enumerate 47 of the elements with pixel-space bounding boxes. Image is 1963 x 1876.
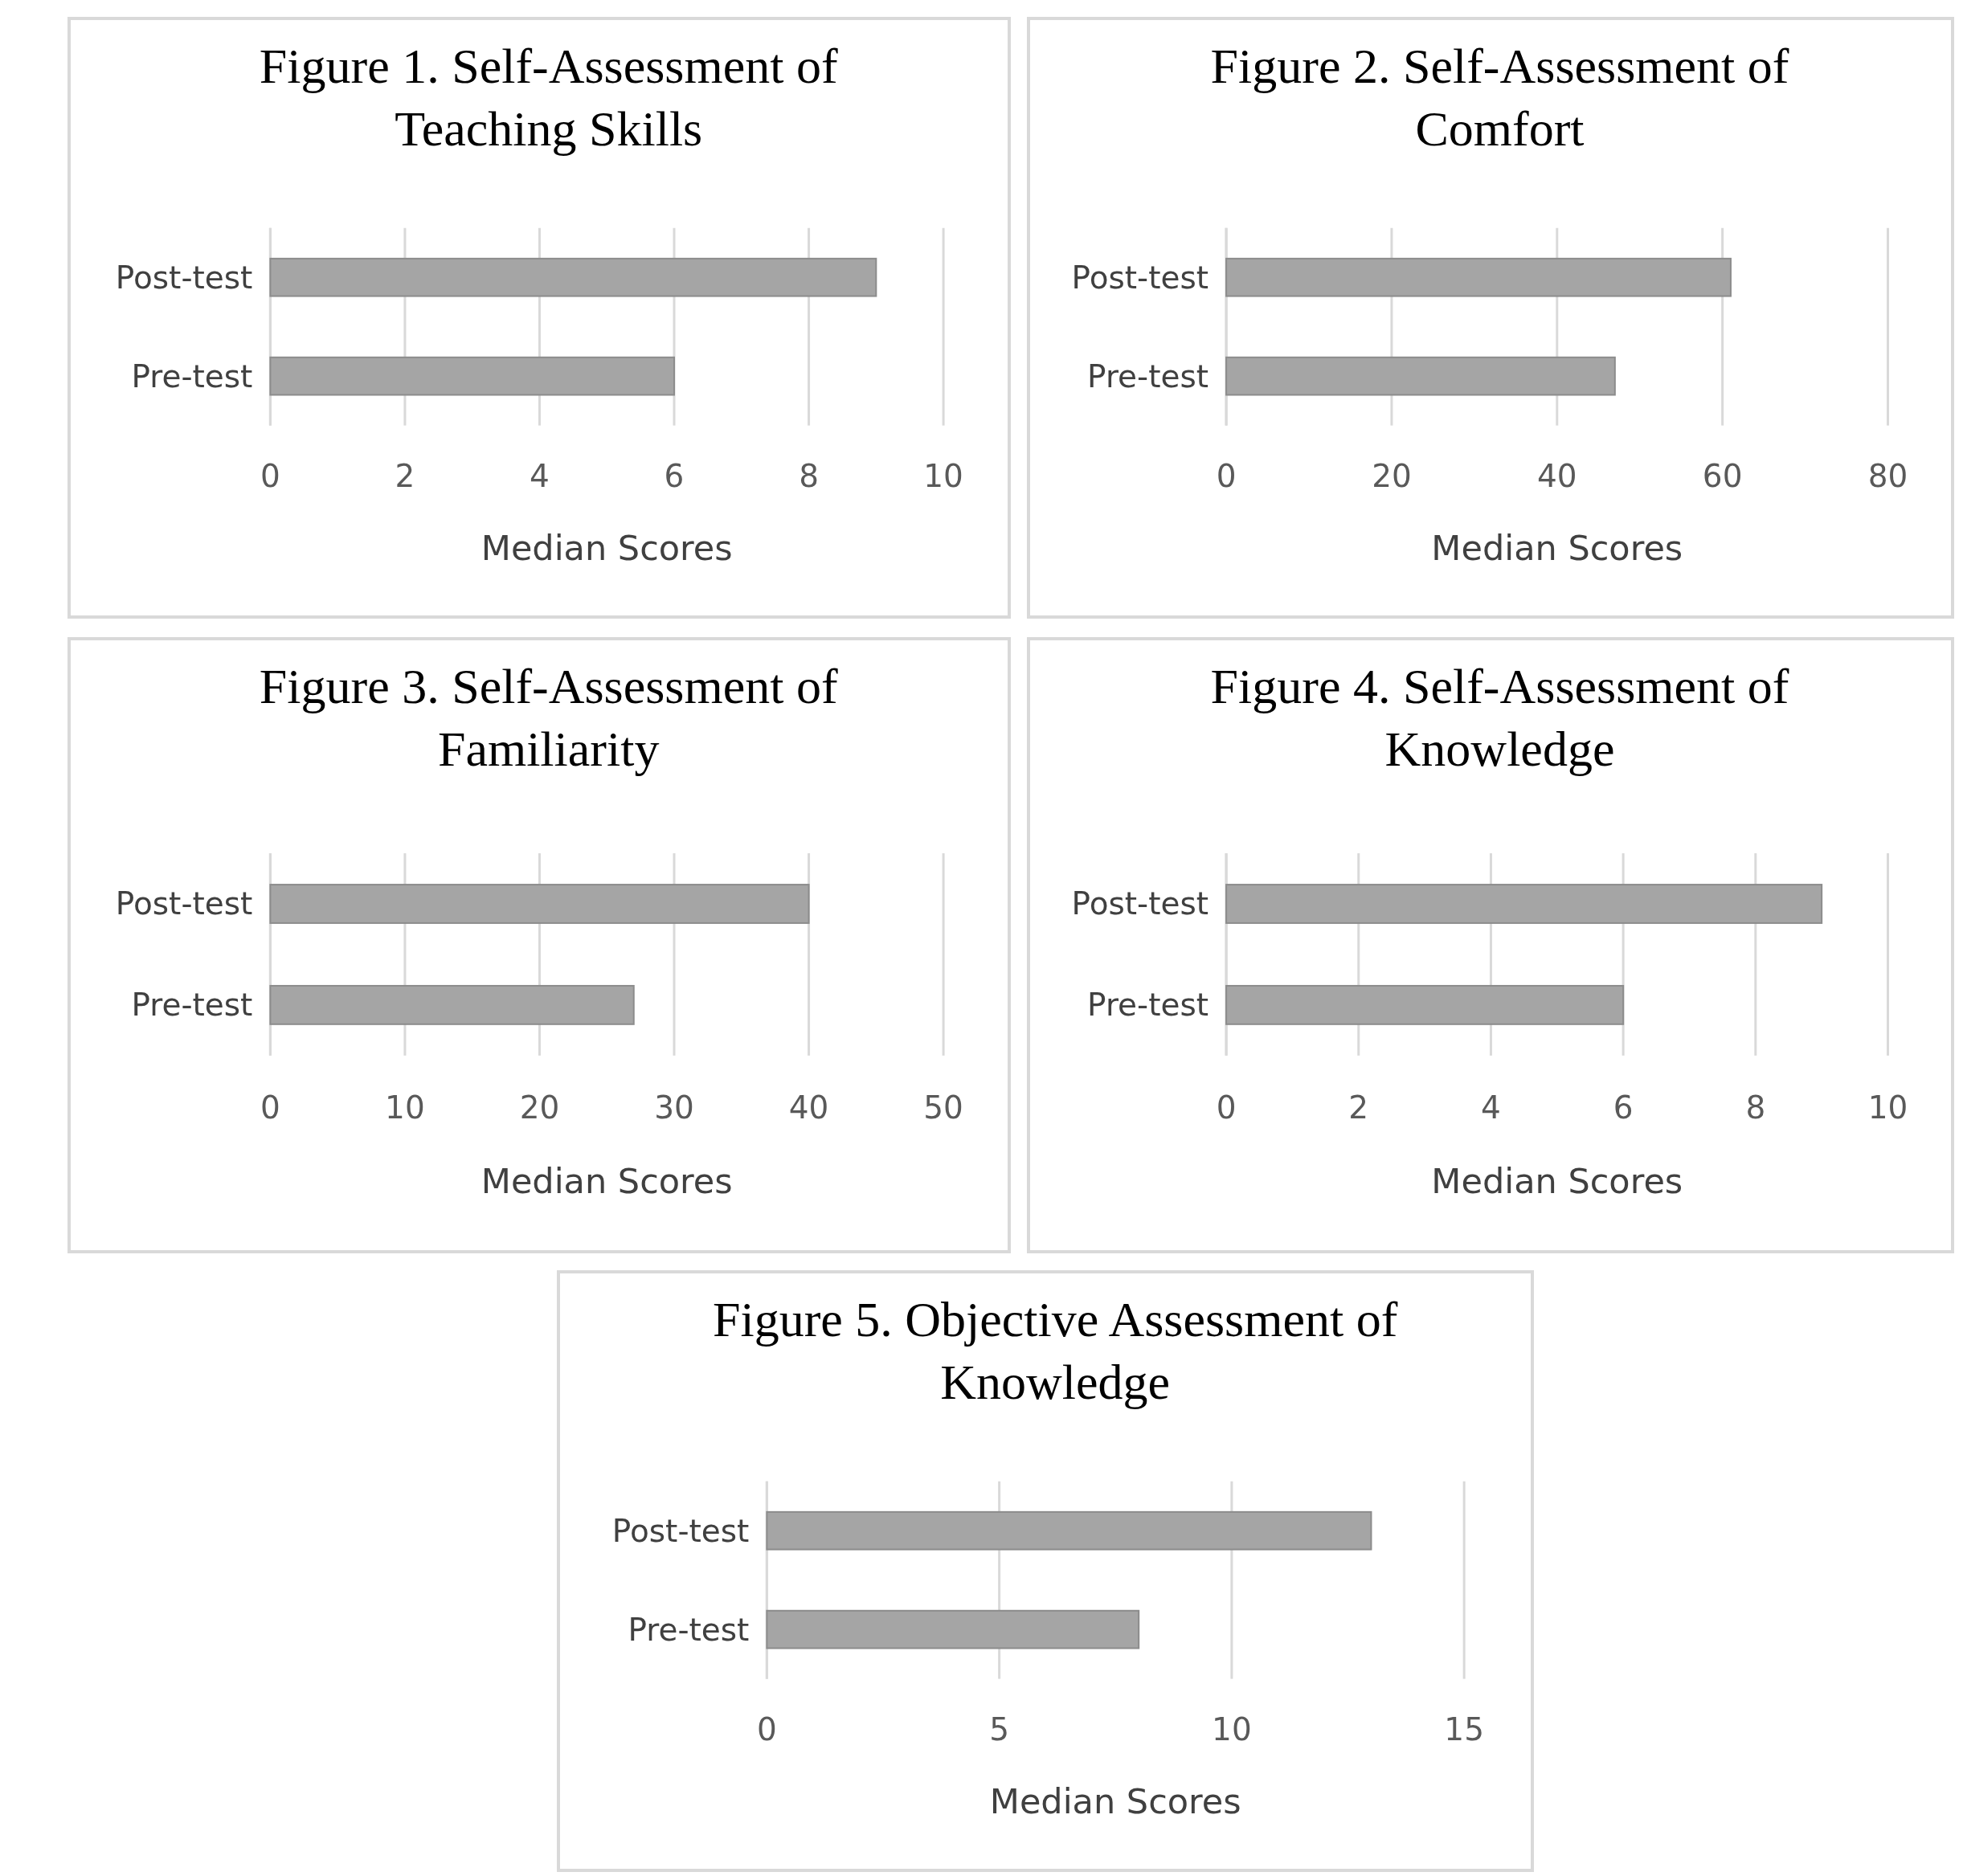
x-tick-label: 10: [923, 458, 963, 495]
x-tick-label: 10: [1867, 1089, 1908, 1126]
x-tick-label: 10: [1212, 1711, 1252, 1748]
x-tick-label: 0: [1216, 1089, 1237, 1126]
y-tick-label: Pre-test: [131, 358, 253, 394]
y-tick-label: Post-test: [115, 885, 253, 922]
x-tick-label: 6: [1613, 1089, 1634, 1126]
chart-title: Figure 2. Self-Assessment of Comfort: [1210, 39, 1789, 156]
x-tick-label: 0: [756, 1711, 777, 1748]
x-tick-label: 60: [1702, 458, 1743, 495]
x-tick-label: 8: [799, 458, 819, 495]
x-tick-label: 0: [260, 458, 280, 495]
x-axis-title: Median Scores: [1431, 1161, 1683, 1202]
x-axis-title: Median Scores: [1431, 528, 1683, 569]
x-tick-label: 6: [664, 458, 685, 495]
y-tick-label: Pre-test: [628, 1611, 750, 1648]
chart-title: Figure 1. Self-Assessment of Teaching Skills: [259, 39, 838, 156]
chart-title: Figure 3. Self-Assessment of Familiarity: [259, 659, 838, 776]
x-tick-label: 2: [1348, 1089, 1369, 1126]
chart-title: Figure 4. Self-Assessment of Knowledge: [1210, 659, 1789, 776]
chart-title: Figure 5. Objective Assessment of Knowledge: [712, 1292, 1398, 1409]
y-tick-label: Pre-test: [131, 987, 253, 1024]
x-tick-label: 0: [1216, 458, 1237, 495]
x-tick-label: 50: [923, 1089, 963, 1126]
x-axis-title: Median Scores: [989, 1781, 1241, 1822]
x-tick-label: 4: [530, 458, 550, 495]
y-tick-label: Post-test: [611, 1512, 750, 1549]
x-tick-label: 20: [519, 1089, 560, 1126]
x-tick-label: 15: [1444, 1711, 1484, 1748]
x-tick-label: 5: [989, 1711, 1010, 1748]
y-tick-label: Post-test: [1071, 259, 1209, 296]
x-tick-label: 4: [1481, 1089, 1501, 1126]
x-tick-label: 40: [788, 1089, 829, 1126]
x-tick-label: 80: [1867, 458, 1908, 495]
y-tick-label: Post-test: [1071, 885, 1209, 922]
x-tick-label: 20: [1372, 458, 1412, 495]
x-axis-title: Median Scores: [481, 1161, 733, 1202]
x-tick-label: 0: [260, 1089, 280, 1126]
y-tick-label: Pre-test: [1087, 358, 1209, 394]
x-tick-label: 8: [1745, 1089, 1766, 1126]
x-axis-title: Median Scores: [481, 528, 733, 569]
x-tick-label: 10: [385, 1089, 425, 1126]
x-tick-label: 2: [395, 458, 415, 495]
x-tick-label: 40: [1536, 458, 1577, 495]
x-tick-label: 30: [654, 1089, 694, 1126]
y-tick-label: Pre-test: [1087, 987, 1209, 1024]
y-tick-label: Post-test: [115, 259, 253, 296]
